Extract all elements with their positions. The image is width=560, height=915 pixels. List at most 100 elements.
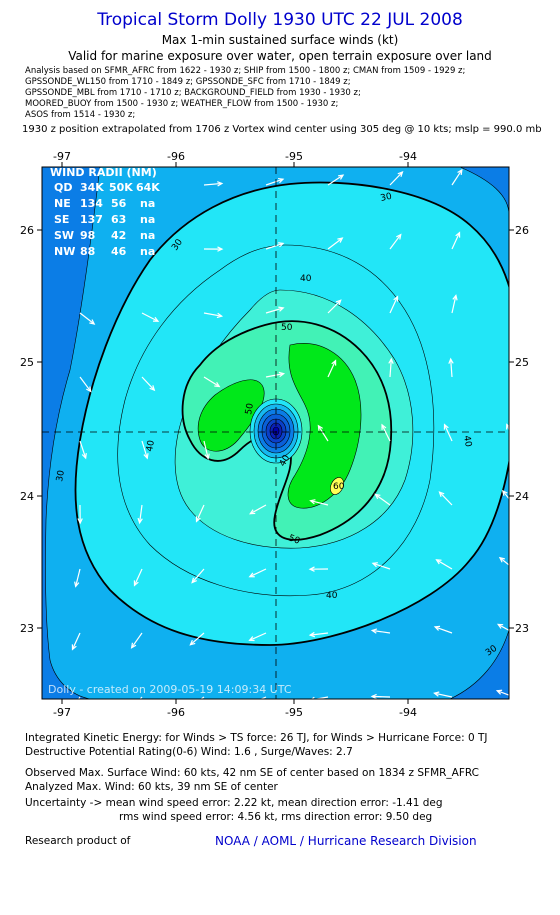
analysis-line: GPSSONDE_WL150 from 1710 - 1849 z; GPSSO…: [25, 77, 351, 87]
lon-tick-label: -94: [399, 150, 417, 163]
wind-vector-arrow: [141, 312, 159, 322]
wind-radii-cell: na: [140, 197, 155, 210]
wind-vector-arrow: [327, 299, 342, 314]
wind-vector-arrow: [372, 629, 391, 634]
uncertainty-line: Uncertainty -> mean wind speed error: 2.…: [25, 797, 443, 809]
wind-vector-arrowhead: [309, 499, 316, 505]
wind-vector-arrowhead: [443, 423, 449, 430]
wind-vector-arrowhead: [457, 168, 463, 175]
wind-radii-cell: 56: [111, 197, 127, 210]
wind-vector-arrow: [189, 632, 205, 646]
wind-vector-arrowhead: [308, 631, 316, 638]
wind-vector-arrowhead: [214, 381, 221, 388]
analysis-line: Analysis based on SFMR_AFRC from 1622 - …: [25, 66, 466, 76]
wind-vector-arrowhead: [216, 312, 224, 319]
wind-vector-arrow: [131, 632, 143, 649]
wind-vector-arrow: [259, 696, 267, 699]
wind-vector-arrowhead: [204, 453, 210, 460]
contour-label: 50: [287, 533, 301, 546]
wind-vector-arrowhead: [133, 580, 139, 587]
ike-line: Integrated Kinetic Energy: for Winds > T…: [25, 732, 488, 744]
contour-labels: 30 30 30 30 40 40 40 40 40 50 50 50 60: [55, 192, 499, 659]
wind-vector-arrow: [71, 632, 81, 650]
wind-vector-arrowhead: [335, 299, 342, 306]
longitude-labels: -97 -96 -95 -94 -97 -96 -95 -94: [53, 150, 417, 719]
wind-vector-arrowhead: [89, 319, 96, 325]
wind-vector-arrow: [203, 376, 220, 388]
wind-vector-arrow: [496, 690, 509, 696]
wind-vector-arrowhead: [77, 518, 83, 525]
wind-vector-arrow: [265, 373, 284, 378]
latitude-labels: 26 25 24 23 26 25 24 23: [20, 224, 529, 635]
wind-vector-arrowhead: [435, 559, 442, 565]
wind-vector-arrowhead: [217, 246, 224, 252]
wind-vectors: [71, 168, 522, 699]
lon-tick-label: -96: [167, 706, 185, 719]
wind-vector-arrow: [375, 493, 391, 506]
wind-vector-arrow: [133, 568, 143, 586]
wind-vector-arrow: [371, 695, 391, 698]
wind-vector-arrowhead: [217, 181, 224, 187]
observed-max-line: Observed Max. Surface Wind: 60 kts, 42 n…: [25, 767, 480, 779]
wind-radii-table: WIND RADII (NM) QD 34K 50K 64K NE 134 56…: [50, 166, 160, 258]
wind-vector-arrowhead: [331, 359, 337, 366]
lat-tick-label: 23: [20, 622, 34, 635]
wind-vector-arrow: [203, 182, 222, 186]
wind-vector-arrowhead: [130, 642, 137, 649]
wind-field-map: WIND RADII (NM) QD 34K 50K 64K NE 134 56…: [20, 150, 529, 719]
lat-tick-label: 23: [515, 622, 529, 635]
wind-vector-arrowhead: [370, 628, 378, 634]
wind-vector-arrowhead: [191, 577, 197, 584]
lat-tick-label: 26: [20, 224, 34, 237]
wind-vector-arrow: [439, 491, 453, 506]
wind-radii-quadrant: NW: [54, 245, 75, 258]
wind-radii-cell: 88: [80, 245, 95, 258]
wind-radii-cell: na: [140, 229, 155, 242]
wind-vector-arrow: [203, 312, 222, 317]
wind-vector-arrow: [79, 440, 87, 459]
lon-tick-label: -95: [285, 150, 303, 163]
wind-vector-arrowhead: [195, 516, 201, 523]
noaa-credit: NOAA / AOML / Hurricane Research Divisio…: [215, 834, 477, 848]
uncertainty-rms-line: rms wind speed error: 4.56 kt, rms direc…: [119, 811, 433, 823]
wind-vector-arrow: [327, 237, 343, 250]
wind-radii-title: WIND RADII (NM): [50, 166, 157, 179]
wind-radii-cell: 98: [80, 229, 95, 242]
wind-vector-arrow: [75, 568, 81, 587]
wind-vector-arrowhead: [248, 572, 255, 578]
lat-tick-label: 26: [515, 224, 529, 237]
lat-tick-label: 25: [20, 356, 34, 369]
wind-radii-cell: 42: [111, 229, 126, 242]
wind-vector-arrow: [389, 296, 399, 314]
wind-radii-header: 34K: [80, 181, 104, 194]
analysis-line: ASOS from 1514 - 1930 z;: [25, 110, 136, 120]
wind-vector-arrowhead: [338, 174, 345, 180]
wind-vector-arrow: [79, 312, 95, 325]
wind-vector-arrow: [451, 232, 461, 250]
wind-vector-arrowhead: [505, 423, 509, 430]
wind-vector-arrow: [203, 440, 209, 459]
wind-vector-arrowhead: [495, 689, 503, 695]
wind-vector-arrow: [514, 295, 516, 313]
wind-vector-arrow: [389, 234, 402, 250]
validity-note: Valid for marine exposure over water, op…: [68, 49, 492, 63]
wind-vector-arrow: [141, 376, 155, 391]
lat-tick-label: 24: [20, 490, 34, 503]
wind-vector-arrowhead: [81, 453, 87, 460]
wind-radii-cell: 134: [80, 197, 103, 210]
position-note: 1930 z position extrapolated from 1706 z…: [22, 124, 542, 135]
wind-vector-arrowhead: [86, 386, 92, 393]
wind-radii-header: QD: [54, 181, 72, 194]
lon-tick-label: -95: [285, 706, 303, 719]
wind-radii-header: 50K: [109, 181, 133, 194]
contour-label: 40: [461, 435, 473, 448]
lon-tick-label: -97: [53, 150, 71, 163]
wind-vector-arrow: [195, 504, 205, 522]
wind-vector-arrow: [372, 562, 391, 570]
wind-vector-arrowhead: [308, 566, 315, 572]
wind-vector-arrow: [310, 632, 329, 636]
wind-radii-cell: 46: [111, 245, 127, 258]
wind-vector-arrow: [514, 169, 522, 185]
wind-vector-arrow: [389, 171, 403, 186]
wind-vector-arrow: [451, 295, 457, 314]
